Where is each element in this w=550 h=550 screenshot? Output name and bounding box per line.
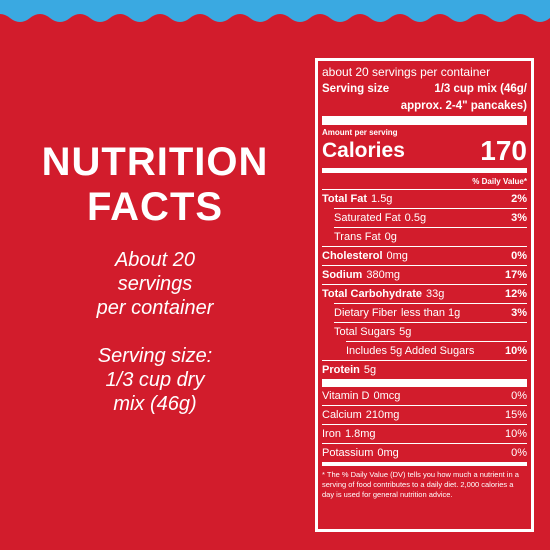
amount: 380mg <box>366 269 400 281</box>
dv: 10% <box>504 428 527 440</box>
divider <box>322 379 527 387</box>
nutrient-row: Sodium 380mg 17% <box>322 265 527 284</box>
dv: 15% <box>504 409 527 421</box>
dv: 17% <box>504 269 527 281</box>
name: Potassium <box>322 447 374 459</box>
vitamin-row: Iron 1.8mg 10% <box>322 424 527 443</box>
dv: 10% <box>504 345 527 357</box>
dv: 0% <box>511 390 527 402</box>
name: Iron <box>322 428 341 440</box>
nutrient-row: Cholesterol 0mg 0% <box>322 246 527 265</box>
name: Sodium <box>322 269 363 281</box>
label: Calories <box>322 139 405 162</box>
dv: 3% <box>511 212 527 224</box>
nutrition-label: about 20 servings per container Serving … <box>315 58 534 532</box>
serving-size-text: mix (46g) <box>113 393 197 415</box>
title: FACTS <box>86 185 224 229</box>
nutrient-row: Total Sugars 5g <box>334 322 527 341</box>
name: Total Carbohydrate <box>322 288 423 300</box>
amount: 0mcg <box>373 390 401 402</box>
dv-header: % Daily Value* <box>472 177 527 186</box>
name: Total Sugars <box>334 326 396 338</box>
nutrient-row: Protein 5g <box>322 360 527 379</box>
nutrient-row: Saturated Fat 0.5g 3% <box>334 208 527 227</box>
name: Protein <box>322 364 360 376</box>
calories: Calories 170 <box>322 135 527 167</box>
servings-text: per container <box>96 297 214 319</box>
vitamin-row: Vitamin D 0mcg 0% <box>322 387 527 405</box>
amount: 0.5g <box>404 212 427 224</box>
serving-size-text: Serving size: <box>97 345 213 367</box>
divider <box>322 462 527 466</box>
dv: 0% <box>511 447 527 459</box>
dv: 3% <box>511 307 527 319</box>
vitamin-row: Potassium 0mg 0% <box>322 443 527 462</box>
title: NUTRITION <box>41 140 269 184</box>
vitamin-row: Calcium 210mg 15% <box>322 405 527 424</box>
value: 170 <box>480 135 527 166</box>
dv: 2% <box>511 193 527 205</box>
nutrient-row: Trans Fat 0g <box>334 227 527 246</box>
name: Saturated Fat <box>334 212 401 224</box>
amount: 0mg <box>377 447 399 459</box>
amount: 1.8mg <box>344 428 376 440</box>
divider <box>322 116 527 125</box>
divider <box>322 168 527 173</box>
top-wave <box>0 0 550 22</box>
name: Total Fat <box>322 193 368 205</box>
name: Vitamin D <box>322 390 370 402</box>
servings-text: About 20 <box>114 249 196 271</box>
label: Serving size <box>322 83 390 95</box>
amount: 210mg <box>365 409 400 421</box>
nutrient-row: Total Carbohydrate 33g 12% <box>322 284 527 303</box>
serving-size-value: approx. 2-4" pancakes) <box>400 100 527 112</box>
amount: 5g <box>399 326 412 338</box>
amount: 0mg <box>386 250 408 262</box>
servings-text: servings <box>117 273 193 295</box>
nutrient-row: Includes 5g Added Sugars 10% <box>346 341 527 360</box>
amount: 5g <box>363 364 377 376</box>
servings-per-container: about 20 servings per container <box>322 65 491 79</box>
serving-size-text: 1/3 cup dry <box>105 369 205 391</box>
nutrient-row: Dietary Fiber less than 1g 3% <box>334 303 527 322</box>
name: Trans Fat <box>334 231 381 243</box>
value: 1/3 cup mix (46g/ <box>434 83 527 95</box>
nutrient-row: Total Fat 1.5g 2% <box>322 189 527 208</box>
footnote: * The % Daily Value (DV) tells you how m… <box>322 470 519 499</box>
amount: 0g <box>384 231 397 243</box>
name: Dietary Fiber <box>334 307 397 319</box>
dv: 0% <box>511 250 527 262</box>
serving-size: Serving size 1/3 cup mix (46g/ <box>322 83 527 95</box>
name: Includes 5g Added Sugars <box>346 345 475 357</box>
name: Cholesterol <box>322 250 383 262</box>
amount: 33g <box>426 288 445 300</box>
amount: 1.5g <box>371 193 393 205</box>
amount-per-serving: Amount per serving <box>322 128 398 137</box>
name: Calcium <box>322 409 362 421</box>
amount: less than 1g <box>400 307 461 319</box>
dv: 12% <box>504 288 527 300</box>
